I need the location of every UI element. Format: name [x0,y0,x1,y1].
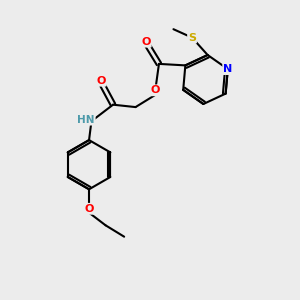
Text: N: N [223,64,232,74]
Text: O: O [96,76,106,86]
Text: O: O [141,37,151,47]
Text: HN: HN [77,115,95,125]
Text: O: O [151,85,160,95]
Text: S: S [188,33,196,43]
Text: O: O [84,204,94,214]
